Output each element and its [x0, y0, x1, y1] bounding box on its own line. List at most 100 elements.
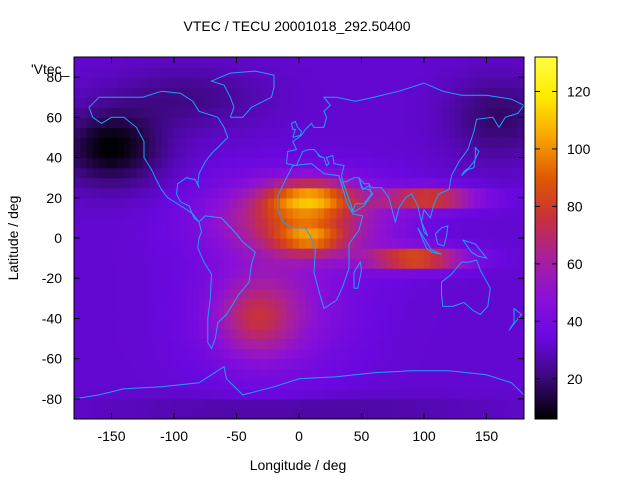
heatmap-cell	[224, 328, 231, 340]
heatmap-cell	[436, 227, 444, 239]
heatmap-cell	[211, 137, 219, 149]
heatmap-cell	[99, 308, 106, 320]
heatmap-cell	[436, 87, 444, 98]
heatmap-cell	[242, 338, 250, 350]
heatmap-cell	[511, 238, 519, 249]
heatmap-cell	[249, 358, 256, 370]
heatmap-cell	[242, 368, 250, 380]
heatmap-cell	[305, 308, 313, 320]
heatmap-cell	[292, 157, 300, 169]
heatmap-cell	[192, 107, 200, 118]
heatmap-cell	[86, 268, 94, 279]
heatmap-cell	[417, 77, 425, 88]
heatmap-cell	[199, 67, 206, 78]
heatmap-cell	[142, 248, 150, 259]
heatmap-cell	[511, 197, 519, 209]
heatmap-cell	[149, 258, 156, 269]
heatmap-cell	[492, 368, 500, 380]
heatmap-cell	[442, 197, 450, 209]
heatmap-cell	[274, 147, 281, 159]
heatmap-cell	[249, 348, 256, 360]
heatmap-cell	[505, 57, 513, 68]
heatmap-cell	[430, 207, 438, 219]
heatmap-cell	[442, 298, 450, 309]
heatmap-cell	[424, 348, 431, 360]
heatmap-cell	[342, 298, 350, 309]
heatmap-cell	[149, 107, 156, 118]
heatmap-cell	[349, 378, 356, 390]
heatmap-cell	[374, 117, 381, 128]
heatmap-cell	[74, 137, 81, 149]
heatmap-cell	[499, 177, 506, 189]
heatmap-cell	[217, 368, 225, 380]
heatmap-cell	[142, 348, 150, 360]
heatmap-cell	[236, 248, 244, 259]
heatmap-cell	[105, 87, 113, 98]
heatmap-cell	[436, 107, 444, 118]
heatmap-cell	[511, 268, 519, 279]
heatmap-cell	[180, 328, 188, 340]
heatmap-cell	[430, 87, 438, 98]
heatmap-cell	[305, 67, 313, 78]
heatmap-cell	[380, 328, 388, 340]
heatmap-cell	[136, 57, 144, 68]
heatmap-cell	[280, 248, 288, 259]
heatmap-cell	[242, 348, 250, 360]
heatmap-cell	[517, 268, 524, 279]
heatmap-cell	[405, 197, 413, 209]
heatmap-cell	[92, 207, 100, 219]
heatmap-cell	[230, 117, 238, 128]
heatmap-cell	[399, 338, 406, 350]
heatmap-cell	[142, 57, 150, 68]
heatmap-cell	[299, 268, 306, 279]
heatmap-cell	[342, 127, 350, 139]
heatmap-cell	[286, 238, 294, 249]
heatmap-cell	[142, 167, 150, 179]
heatmap-cell	[149, 177, 156, 189]
heatmap-cell	[217, 197, 225, 209]
heatmap-cell	[230, 127, 238, 139]
heatmap-cell	[186, 117, 194, 128]
heatmap-cell	[311, 207, 319, 219]
heatmap-cell	[236, 258, 244, 269]
heatmap-cell	[117, 238, 125, 249]
heatmap-cell	[411, 67, 419, 78]
heatmap-cell	[324, 87, 331, 98]
heatmap-cell	[230, 177, 238, 189]
heatmap-cell	[199, 187, 206, 199]
heatmap-cell	[217, 67, 225, 78]
heatmap-cell	[286, 87, 294, 98]
heatmap-cell	[392, 328, 400, 340]
heatmap-cell	[111, 197, 119, 209]
y-tick-label: -20	[42, 270, 62, 286]
heatmap-cell	[392, 248, 400, 259]
heatmap-cell	[374, 248, 381, 259]
heatmap-cell	[305, 127, 313, 139]
heatmap-cell	[149, 368, 156, 380]
heatmap-cell	[174, 248, 181, 259]
heatmap-cell	[517, 197, 524, 209]
heatmap-cell	[392, 258, 400, 269]
heatmap-cell	[511, 308, 519, 320]
heatmap-cell	[167, 298, 175, 309]
heatmap-cell	[417, 238, 425, 249]
heatmap-cell	[161, 408, 169, 419]
heatmap-cell	[424, 358, 431, 370]
heatmap-cell	[242, 197, 250, 209]
heatmap-cell	[249, 137, 256, 149]
heatmap-cell	[186, 107, 194, 118]
heatmap-cell	[92, 258, 100, 269]
heatmap-cell	[399, 248, 406, 259]
heatmap-cell	[167, 268, 175, 279]
heatmap-cell	[186, 238, 194, 249]
heatmap-cell	[130, 378, 138, 390]
heatmap-cell	[99, 258, 106, 269]
heatmap-cell	[517, 358, 524, 370]
heatmap-cell	[417, 278, 425, 289]
heatmap-cell	[392, 278, 400, 289]
heatmap-cell	[517, 258, 524, 269]
heatmap-cell	[80, 348, 88, 360]
heatmap-cell	[292, 177, 300, 189]
heatmap-cell	[305, 348, 313, 360]
heatmap-cell	[505, 227, 513, 239]
